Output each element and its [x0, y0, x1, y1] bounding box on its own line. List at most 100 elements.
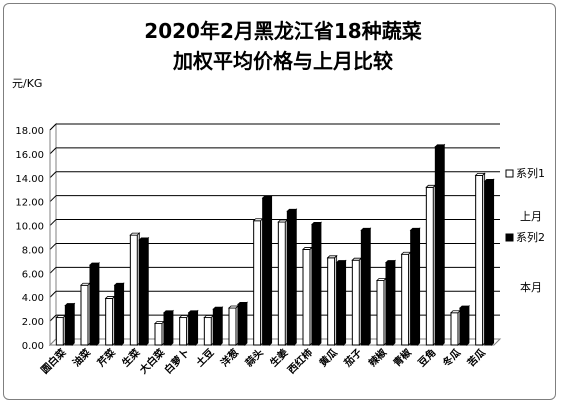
bar-side-face: [145, 236, 149, 346]
x-category-label: 苦瓜: [464, 346, 487, 369]
bar-side-face: [121, 282, 125, 346]
bar-series-1: [351, 259, 360, 346]
bar-series-2: [114, 284, 123, 346]
gridline-diagonal: [49, 123, 57, 131]
bar-series-2: [188, 312, 197, 346]
bar-series-2: [212, 308, 221, 346]
y-tick-label: 6.00: [22, 269, 44, 280]
bar-side-face: [293, 208, 297, 346]
gridline-diagonal: [49, 243, 57, 250]
chart-title: 2020年2月黑龙江省18种蔬菜: [144, 19, 421, 43]
bar-series-1: [129, 234, 138, 346]
bar-side-face: [269, 195, 273, 346]
bar-side-face: [195, 309, 199, 346]
bar-series-1: [105, 297, 114, 346]
bar-series-2: [89, 264, 98, 346]
bar-side-face: [343, 259, 347, 346]
bar-series-1: [228, 307, 237, 346]
bar-series-2: [410, 229, 419, 346]
gridline-diagonal: [49, 266, 57, 274]
bar-series-1: [203, 317, 212, 346]
bar-series-1: [302, 248, 311, 346]
bar-series-1: [475, 174, 484, 346]
x-category-label: 油菜: [70, 345, 94, 369]
y-tick-label: 4.00: [22, 293, 44, 304]
bar-side-face: [71, 302, 75, 346]
chart-subtitle: 加权平均价格与上月比较: [172, 49, 393, 73]
y-axis-unit-label: 元/KG: [12, 77, 42, 90]
bar-side-face: [318, 221, 322, 346]
y-tick-layer: 0.00 2.00 4.00 6.00 8.00 10.00 12.00 14.00 16.00…: [15, 126, 44, 352]
gridline-diagonal: [49, 171, 57, 179]
y-tick-label: 12.00: [15, 198, 44, 209]
y-tick-label: 2.00: [22, 317, 44, 328]
bar-series-1: [80, 284, 89, 346]
x-category-label: 生菜: [119, 345, 143, 369]
x-category-label: 大白菜: [137, 345, 168, 376]
x-category-label: 蒜头: [242, 346, 265, 369]
bar-series-1: [450, 312, 459, 346]
bar-series-2: [336, 262, 345, 346]
x-category-label: 芹菜: [94, 345, 118, 369]
bar-side-face: [244, 301, 248, 346]
x-category-label: 青椒: [390, 345, 414, 369]
bar-side-face: [219, 306, 223, 346]
bar-series-1: [277, 221, 286, 346]
bar-side-face: [491, 178, 495, 346]
bar-series-2: [163, 312, 172, 346]
x-category-label: 洋葱: [218, 346, 241, 369]
bar-side-face: [96, 262, 100, 346]
legend-note-last-month: 上月: [520, 210, 542, 223]
bar-series-1: [401, 253, 410, 346]
bar-side-face: [170, 309, 174, 346]
gridline-diagonal: [49, 195, 57, 203]
legend-swatch-series-1: [505, 169, 514, 178]
gridline-diagonal: [49, 290, 57, 298]
bar-side-face: [466, 305, 470, 346]
x-category-label: 茄子: [340, 346, 364, 370]
x-category-label: 黄瓜: [316, 346, 339, 369]
bar-series-2: [237, 303, 246, 346]
bar-series-1: [327, 257, 336, 346]
legend: 系列1 上月 系列2 本月: [505, 166, 545, 294]
y-tick-label: 18.00: [15, 126, 44, 137]
bar-series-1: [154, 323, 163, 346]
bar-series-2: [64, 305, 73, 346]
legend-swatch-series-2: [505, 233, 514, 242]
gridline-diagonal: [49, 219, 57, 226]
bar-series-1: [179, 317, 188, 346]
bar-series-2: [286, 210, 295, 346]
bar-series-2: [434, 146, 443, 346]
bar-series-2: [385, 262, 394, 346]
bar-series-2: [360, 229, 369, 346]
x-category-label: 辣椒: [366, 345, 390, 369]
legend-label-series-1: 系列1: [516, 166, 545, 180]
y-tick-label: 16.00: [15, 150, 44, 161]
bar-layer: [55, 143, 495, 346]
bar-side-face: [392, 259, 396, 346]
y-tick-label: 8.00: [22, 245, 44, 256]
bar-side-face: [417, 227, 421, 346]
plot-side-wall: [49, 122, 57, 347]
x-category-label: 白萝卜: [161, 346, 191, 376]
x-category-label: 冬瓜: [440, 346, 463, 369]
x-category-label: 生姜: [267, 346, 290, 369]
bar-series-2: [138, 239, 147, 346]
legend-note-this-month: 本月: [520, 280, 542, 294]
gridline-diagonal: [49, 314, 57, 322]
bar-series-2: [262, 197, 271, 346]
legend-label-series-2: 系列2: [516, 230, 545, 244]
bar-side-face: [441, 143, 445, 346]
bar-series-1: [376, 280, 385, 346]
x-category-label: 西红柿: [285, 346, 315, 376]
y-tick-label: 10.00: [15, 222, 44, 233]
bar-series-2: [311, 223, 320, 346]
bar-series-2: [459, 307, 468, 346]
bar-series-1: [425, 186, 434, 346]
gridline-diagonal: [49, 147, 57, 155]
bar-series-1: [55, 317, 64, 346]
y-tick-label: 14.00: [15, 174, 44, 185]
bar-side-face: [367, 227, 371, 346]
